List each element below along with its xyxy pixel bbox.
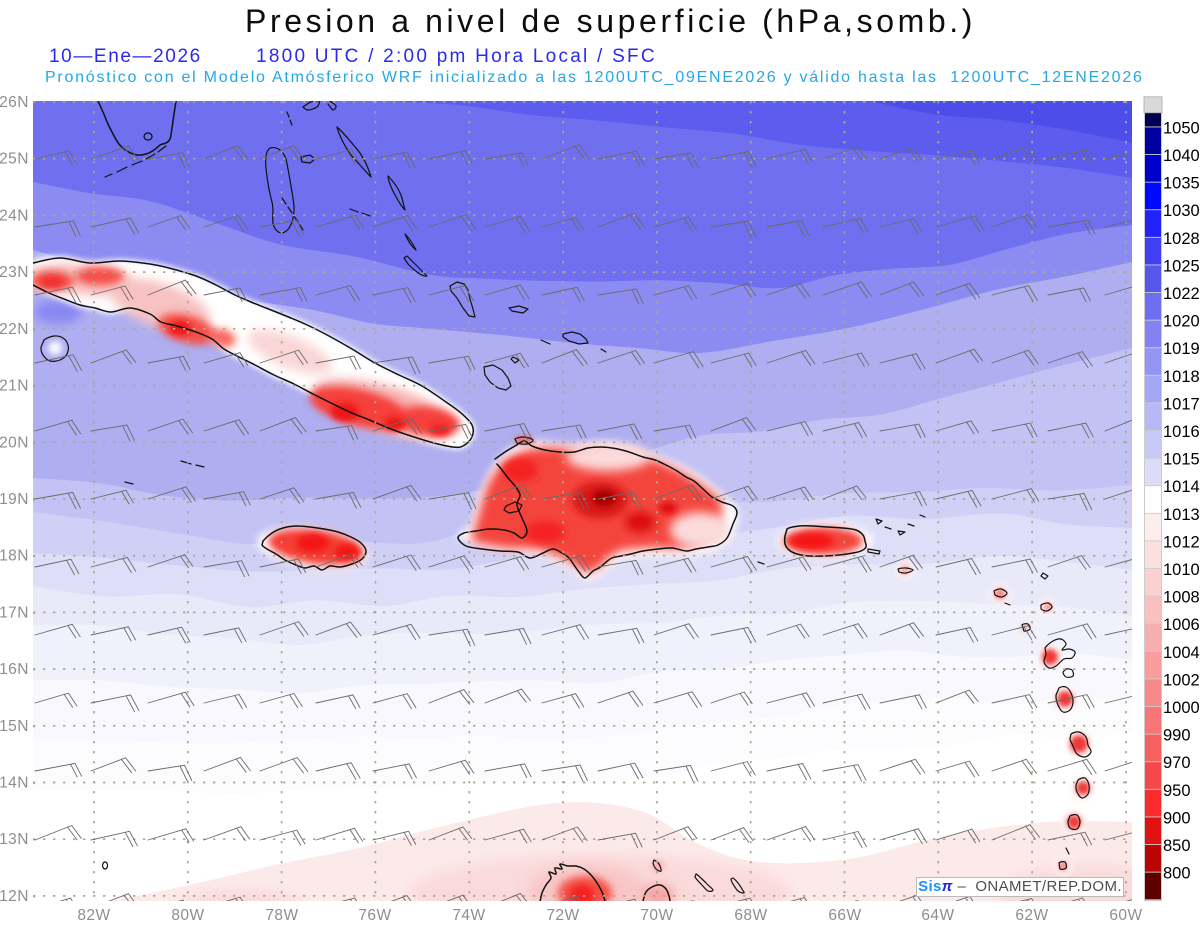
svg-text:22N: 22N xyxy=(0,321,29,338)
svg-text:1028: 1028 xyxy=(1163,230,1200,248)
svg-text:1022: 1022 xyxy=(1163,285,1200,303)
svg-text:1016: 1016 xyxy=(1163,423,1200,441)
svg-text:1019: 1019 xyxy=(1163,340,1200,358)
svg-text:19N: 19N xyxy=(0,491,29,508)
svg-text:1000: 1000 xyxy=(1163,699,1200,717)
svg-text:13N: 13N xyxy=(0,831,29,848)
svg-text:·: · xyxy=(32,152,36,166)
svg-text:72W: 72W xyxy=(546,907,579,924)
svg-text:64W: 64W xyxy=(921,907,954,924)
svg-text:1035: 1035 xyxy=(1163,175,1200,193)
svg-text:1017: 1017 xyxy=(1163,395,1200,413)
svg-text:·: · xyxy=(32,265,36,279)
svg-text:850: 850 xyxy=(1163,837,1191,855)
svg-text:21N: 21N xyxy=(0,378,29,395)
svg-text:12N: 12N xyxy=(0,888,29,905)
svg-text:78W: 78W xyxy=(265,907,298,924)
svg-text:74W: 74W xyxy=(452,907,485,924)
svg-text:1004: 1004 xyxy=(1163,644,1200,662)
svg-text:1002: 1002 xyxy=(1163,671,1200,689)
svg-text:1040: 1040 xyxy=(1163,147,1200,165)
svg-text:·: · xyxy=(32,379,36,393)
svg-text:82W: 82W xyxy=(77,907,110,924)
svg-text:·: · xyxy=(32,605,36,619)
svg-text:1013: 1013 xyxy=(1163,506,1200,524)
svg-text:·: · xyxy=(32,776,36,790)
svg-text:1030: 1030 xyxy=(1163,202,1200,220)
svg-text:80W: 80W xyxy=(171,907,204,924)
svg-text:1010: 1010 xyxy=(1163,561,1200,579)
svg-text:1012: 1012 xyxy=(1163,533,1200,551)
svg-text:990: 990 xyxy=(1163,727,1191,745)
svg-text:70W: 70W xyxy=(640,907,673,924)
svg-text:·: · xyxy=(32,719,36,733)
svg-text:62W: 62W xyxy=(1015,907,1048,924)
svg-text:·: · xyxy=(32,662,36,676)
svg-text:26N: 26N xyxy=(0,94,29,111)
svg-text:950: 950 xyxy=(1163,782,1191,800)
svg-text:1014: 1014 xyxy=(1163,478,1200,496)
svg-text:1018: 1018 xyxy=(1163,368,1200,386)
svg-text:20N: 20N xyxy=(0,434,29,451)
svg-text:1050: 1050 xyxy=(1163,119,1200,137)
svg-text:23N: 23N xyxy=(0,264,29,281)
svg-text:970: 970 xyxy=(1163,754,1191,772)
svg-text:60W: 60W xyxy=(1109,907,1142,924)
svg-text:·: · xyxy=(32,322,36,336)
svg-text:800: 800 xyxy=(1163,865,1191,883)
svg-text:25N: 25N xyxy=(0,151,29,168)
svg-text:68W: 68W xyxy=(734,907,767,924)
svg-text:15N: 15N xyxy=(0,718,29,735)
svg-text:1015: 1015 xyxy=(1163,451,1200,469)
svg-text:·: · xyxy=(32,492,36,506)
svg-text:14N: 14N xyxy=(0,775,29,792)
svg-text:·: · xyxy=(32,832,36,846)
svg-text:1020: 1020 xyxy=(1163,313,1200,331)
svg-text:17N: 17N xyxy=(0,604,29,621)
svg-text:·: · xyxy=(32,435,36,449)
svg-text:·: · xyxy=(32,889,36,903)
svg-text:1008: 1008 xyxy=(1163,589,1200,607)
svg-text:1006: 1006 xyxy=(1163,616,1200,634)
svg-text:·: · xyxy=(32,95,36,109)
svg-text:·: · xyxy=(32,549,36,563)
svg-text:76W: 76W xyxy=(358,907,391,924)
svg-text:18N: 18N xyxy=(0,548,29,565)
svg-text:1025: 1025 xyxy=(1163,257,1200,275)
svg-text:66W: 66W xyxy=(828,907,861,924)
svg-text:16N: 16N xyxy=(0,661,29,678)
svg-text:900: 900 xyxy=(1163,809,1191,827)
svg-text:24N: 24N xyxy=(0,207,29,224)
svg-text:·: · xyxy=(32,208,36,222)
